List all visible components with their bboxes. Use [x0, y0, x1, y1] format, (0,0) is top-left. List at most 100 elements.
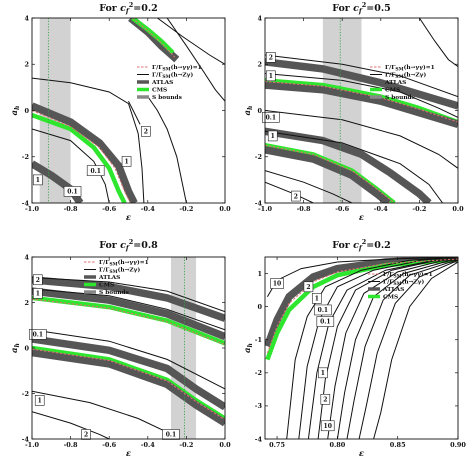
contour-label: 1 [312, 293, 322, 304]
legend-label: Γ/ΓSM(h→Zγ) [383, 279, 424, 288]
x-tick-label: -0.2 [179, 441, 193, 449]
zgamma-contour [265, 73, 458, 118]
plot-area [32, 18, 225, 203]
cms-band [131, 18, 175, 55]
x-tick-label: 0.0 [452, 205, 464, 213]
x-tick-label: 0.90 [450, 441, 466, 449]
panel-title: For cf2=0.2 [332, 238, 391, 252]
x-axis-label: ε [126, 449, 131, 459]
contour-label: 2 [303, 281, 314, 293]
y-axis-label: ah [243, 106, 254, 116]
zgamma-contour [286, 257, 458, 439]
x-tick-label: -0.6 [102, 205, 116, 213]
gamma-gamma-line [32, 110, 131, 203]
svg-text:1: 1 [38, 398, 42, 405]
atlas-band [32, 287, 225, 341]
atlas-band [265, 146, 391, 203]
svg-text:1: 1 [269, 73, 273, 80]
plot-area [265, 18, 458, 203]
svg-text:1: 1 [321, 370, 325, 377]
legend-label: ATLAS [98, 275, 120, 281]
y-tick-label: -4 [22, 199, 30, 207]
zgamma-contour [418, 18, 458, 68]
contour-label: 2 [291, 190, 301, 202]
zgamma-contour [32, 128, 110, 203]
zgamma-contour [32, 277, 225, 313]
legend-label: ATLAS [384, 80, 406, 86]
plot-area [32, 257, 225, 439]
contour-label: 1 [32, 288, 43, 299]
contour-label: 1 [267, 130, 278, 142]
x-tick-label: -0.8 [297, 205, 311, 213]
contour-label: 2 [265, 52, 276, 63]
svg-text:0.1: 0.1 [320, 319, 330, 326]
x-tick-label: 0.80 [329, 441, 345, 449]
cms-band [32, 295, 225, 346]
y-tick-label: -3 [255, 402, 263, 410]
x-tick-label: -1.0 [258, 205, 272, 213]
contour-label: 1 [34, 395, 45, 406]
x-tick-label: 0.85 [390, 441, 406, 449]
contour-label: 2 [81, 429, 91, 440]
y-tick-label: 2 [24, 61, 29, 69]
contour-label: 2 [141, 126, 151, 137]
panel-title: For cf2=0.5 [332, 1, 391, 15]
legend-label: Γ/ΓSM(h→Zγ) [99, 267, 140, 276]
x-tick-label: -0.4 [374, 205, 388, 213]
zgamma-contour [147, 96, 187, 203]
panel-top-left: For cf2=0.2 1 0.1 0.1 1 2 -1.0 -0.8 -0.6 -0.4 -0.2… [10, 1, 231, 223]
x-tick-label: -1.0 [25, 205, 39, 213]
y-tick-label: -2 [255, 153, 262, 161]
svg-text:2: 2 [144, 129, 148, 136]
y-tick-label: 4 [257, 14, 262, 22]
x-tick-label: -0.2 [179, 205, 193, 213]
y-tick-label: -1 [255, 336, 262, 344]
y-tick-label: 0 [257, 303, 262, 311]
gamma-gamma-line [132, 18, 176, 58]
legend-label: ATLAS [151, 80, 173, 86]
cms-band [32, 112, 127, 203]
zgamma-contour [166, 18, 225, 102]
s-bounds-band [170, 257, 197, 439]
x-tick-label: -0.2 [412, 205, 426, 213]
x-tick-label: -0.8 [64, 441, 78, 449]
legend-label: Γ/ΓSM(h→γγ)=1 [99, 259, 149, 268]
zgamma-contour [373, 261, 458, 439]
contour-label: 0.1 [261, 112, 280, 123]
svg-text:1: 1 [315, 296, 319, 303]
y-tick-label: 4 [24, 14, 29, 22]
legend-label: Γ/ΓSM(h→γγ)=1 [152, 64, 202, 73]
svg-text:0.1: 0.1 [67, 189, 77, 196]
x-tick-label: 0.75 [269, 441, 285, 449]
svg-text:2: 2 [323, 396, 327, 403]
x-tick-label: -0.6 [102, 441, 116, 449]
atlas-band [265, 257, 458, 348]
zgamma-contour [265, 170, 353, 203]
contour-label: 1 [318, 367, 328, 379]
zgamma-contour [157, 18, 225, 65]
x-tick-label: 0.0 [219, 205, 231, 213]
y-axis-label: ah [10, 343, 21, 353]
contour-label: 1 [265, 70, 276, 82]
legend-label: ATLAS [382, 287, 404, 293]
y-tick-label: -4 [22, 435, 30, 443]
zgamma-contour [32, 329, 225, 390]
zgamma-contour [265, 130, 444, 203]
x-tick-label: -0.6 [335, 205, 349, 213]
x-axis-label: ε [359, 213, 364, 223]
contour-label: 10 [320, 420, 335, 432]
contour-label: 0.1 [316, 316, 335, 327]
cms-band [32, 345, 225, 421]
zgamma-contour [346, 259, 458, 439]
y-tick-label: 4 [24, 253, 29, 261]
zgamma-contour [32, 411, 110, 439]
x-tick-label: 0.0 [219, 441, 231, 449]
legend-label: S bounds [99, 290, 130, 296]
zgamma-contour [265, 110, 458, 169]
svg-text:2: 2 [306, 284, 310, 291]
atlas-band [32, 348, 225, 427]
atlas-band [32, 276, 225, 322]
